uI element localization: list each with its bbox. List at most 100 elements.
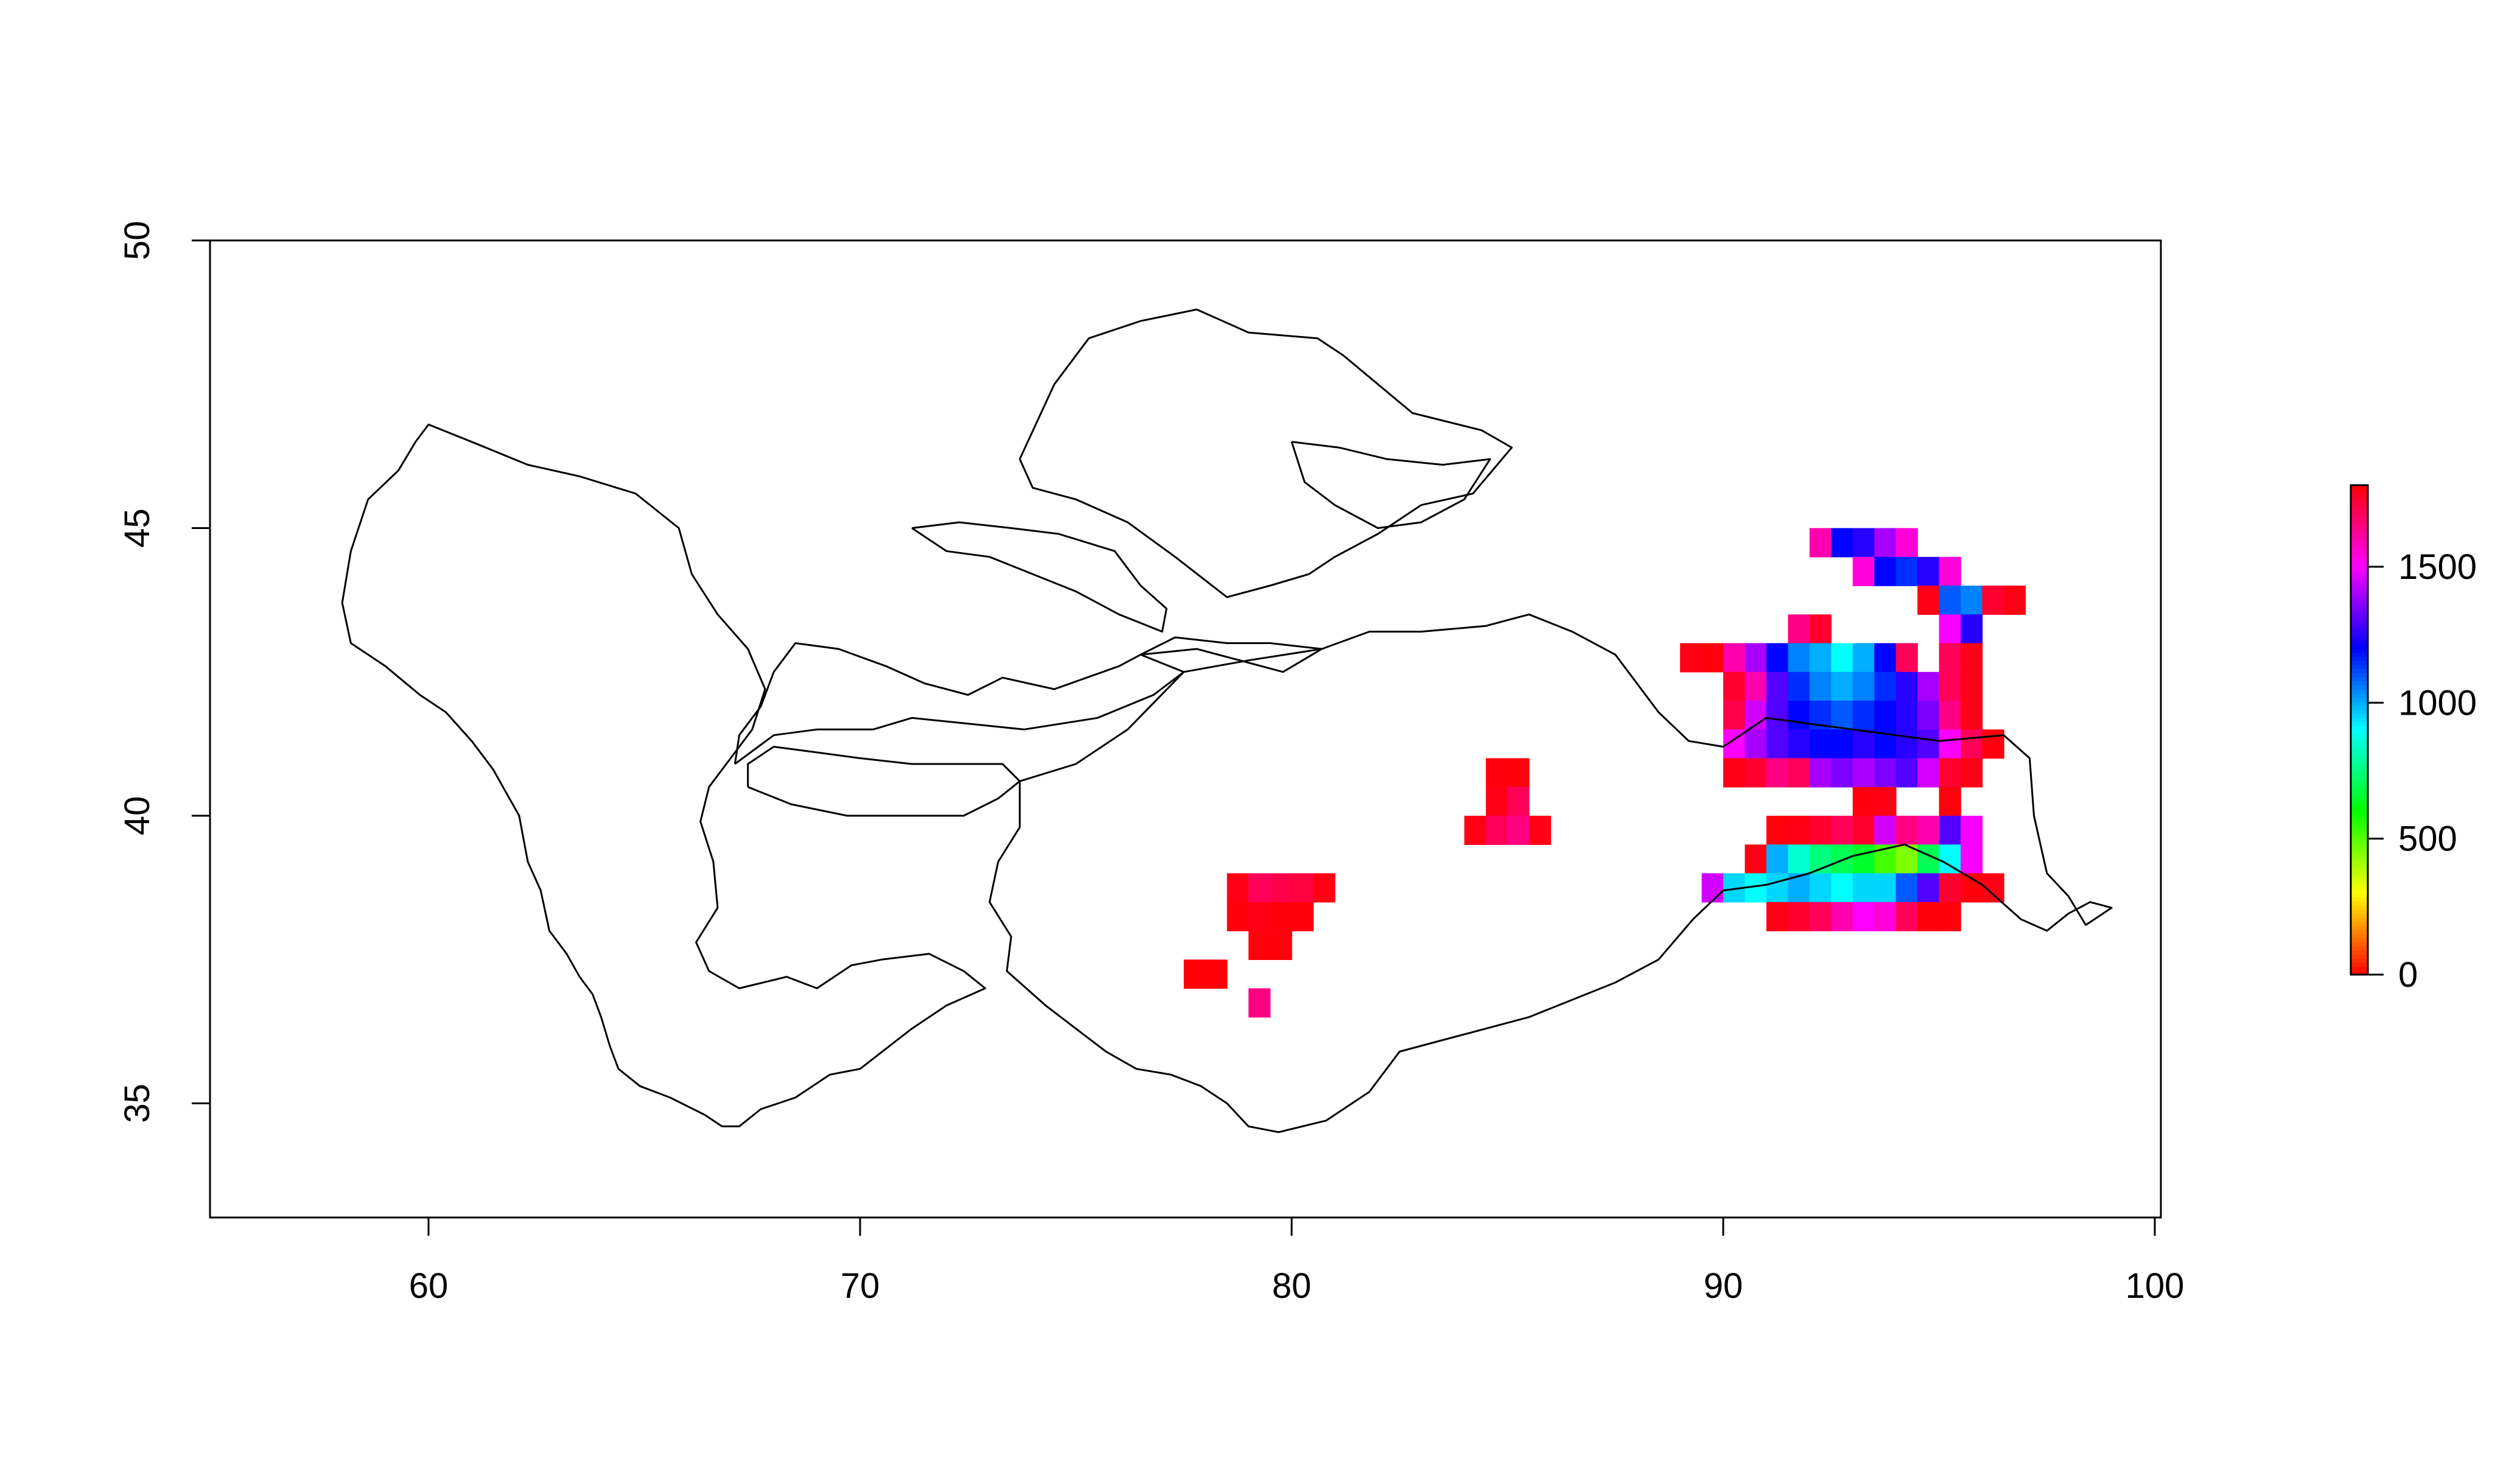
colorbar-segment-43: [2351, 795, 2368, 800]
colorbar-segment-85: [2351, 623, 2368, 629]
heatmap-cell-119: [1766, 902, 1789, 931]
colorbar-tick-label-1: 500: [2398, 819, 2457, 859]
colorbar-segment-33: [2351, 836, 2368, 841]
heatmap-cell-140: [1313, 873, 1335, 903]
colorbar-segment-26: [2351, 864, 2368, 869]
heatmap-cell-144: [1292, 902, 1314, 931]
colorbar-segment-57: [2351, 738, 2368, 743]
heatmap-cell-9: [1939, 556, 1961, 586]
heatmap-cell-76: [1874, 758, 1897, 788]
colorbar-segment-11: [2351, 925, 2368, 930]
colorbar-segment-112: [2351, 513, 2368, 519]
colorbar-segment-78: [2351, 652, 2368, 657]
colorbar-legend: 0 500 1000 1500: [2350, 484, 2477, 995]
heatmap-cell-4: [1895, 528, 1918, 558]
colorbar-segment-23: [2351, 877, 2368, 881]
colorbar-segment-76: [2351, 660, 2368, 665]
heatmap-cell-128: [1486, 758, 1508, 788]
heatmap-cell-5: [1852, 556, 1875, 586]
colorbar-segment-54: [2351, 750, 2368, 755]
colorbar-segment-8: [2351, 937, 2368, 942]
heatmap-cell-116: [1939, 873, 1961, 903]
boundary-basin-lake-balkhash: [911, 521, 1167, 633]
heatmap-cell-105: [1701, 873, 1724, 903]
colorbar-segment-3: [2351, 958, 2368, 963]
heatmap-cell-81: [1852, 787, 1875, 816]
colorbar-segment-14: [2351, 913, 2368, 918]
heatmap-cell-67: [1961, 729, 1983, 759]
heatmap-cell-52: [1895, 701, 1918, 730]
colorbar-segment-100: [2351, 562, 2368, 567]
heatmap-cell-141: [1227, 902, 1249, 931]
colorbar-segment-115: [2351, 501, 2368, 506]
heatmap-cell-18: [1961, 614, 1983, 644]
heatmap-cell-78: [1917, 758, 1940, 788]
colorbar-segment-75: [2351, 664, 2368, 670]
heatmap-cell-120: [1788, 902, 1810, 931]
heatmap-cell-16: [1809, 614, 1832, 644]
boundary-basin-south-lake: [747, 746, 1021, 817]
colorbar-segment-50: [2351, 766, 2368, 771]
y-tick-label-3: 50: [117, 221, 157, 261]
heatmap-cell-112: [1852, 873, 1875, 903]
heatmap-cell-64: [1895, 729, 1918, 759]
heatmap-cell-123: [1852, 902, 1875, 931]
colorbar-segment-87: [2351, 615, 2368, 620]
colorbar-segment-44: [2351, 791, 2368, 796]
heatmap-cell-12: [1961, 586, 1983, 615]
colorbar-segment-28: [2351, 856, 2368, 861]
colorbar-segment-95: [2351, 583, 2368, 588]
colorbar-segment-98: [2351, 570, 2368, 575]
colorbar-tick-label-3: 1500: [2398, 547, 2477, 587]
heatmap-cell-17: [1939, 614, 1961, 644]
heatmap-cell-143: [1270, 902, 1292, 931]
colorbar-segment-48: [2351, 774, 2368, 779]
heatmap-cell-28: [1874, 643, 1897, 673]
heatmap-cell-69: [1723, 758, 1746, 788]
heatmap-cell-46: [1766, 701, 1789, 730]
colorbar-segment-84: [2351, 628, 2368, 632]
boundary-basin-tarim: [989, 613, 2113, 1133]
heatmap-cell-124: [1874, 902, 1897, 931]
colorbar-segment-45: [2351, 787, 2368, 792]
heatmap-cell-83: [1939, 787, 1961, 816]
heatmap-cell-10: [1917, 586, 1940, 615]
colorbar-segment-86: [2351, 620, 2368, 625]
heatmap-cell-50: [1852, 701, 1875, 730]
heatmap-cell-0: [1809, 528, 1832, 558]
heatmap-cell-136: [1227, 873, 1249, 903]
colorbar-segment-49: [2351, 771, 2368, 776]
heatmap-cell-75: [1852, 758, 1875, 788]
colorbar-segment-6: [2351, 946, 2368, 951]
heatmap-cell-138: [1270, 873, 1292, 903]
colorbar-segment-118: [2351, 489, 2368, 494]
heatmap-cell-93: [1961, 816, 1983, 845]
heatmap-cell-79: [1939, 758, 1961, 788]
heatmap-cell-27: [1852, 643, 1875, 673]
heatmap-cell-38: [1852, 671, 1875, 701]
colorbar-segment-61: [2351, 721, 2368, 726]
colorbar-segment-106: [2351, 538, 2368, 543]
heatmap-cell-26: [1831, 643, 1853, 673]
heatmap-cell-110: [1809, 873, 1832, 903]
colorbar-segment-31: [2351, 844, 2368, 849]
heatmap-cell-24: [1788, 643, 1810, 673]
colorbar-segment-104: [2351, 546, 2368, 551]
colorbar-segment-51: [2351, 762, 2368, 767]
heatmap-cell-121: [1809, 902, 1832, 931]
colorbar-segment-16: [2351, 905, 2368, 910]
colorbar-segment-25: [2351, 868, 2368, 874]
colorbar-segment-4: [2351, 954, 2368, 959]
colorbar-segment-70: [2351, 685, 2368, 690]
heatmap-cell-15: [1788, 614, 1810, 644]
heatmap-cell-130: [1486, 787, 1508, 816]
colorbar-segment-2: [2351, 962, 2368, 967]
heatmap-cell-3: [1874, 528, 1897, 558]
colorbar-segment-15: [2351, 909, 2368, 914]
colorbar-segment-93: [2351, 591, 2368, 596]
colorbar-segment-81: [2351, 640, 2368, 645]
heatmap-cell-54: [1939, 701, 1961, 730]
heatmap-cell-35: [1788, 671, 1810, 701]
colorbar-segment-114: [2351, 505, 2368, 510]
colorbar-segment-74: [2351, 668, 2368, 673]
